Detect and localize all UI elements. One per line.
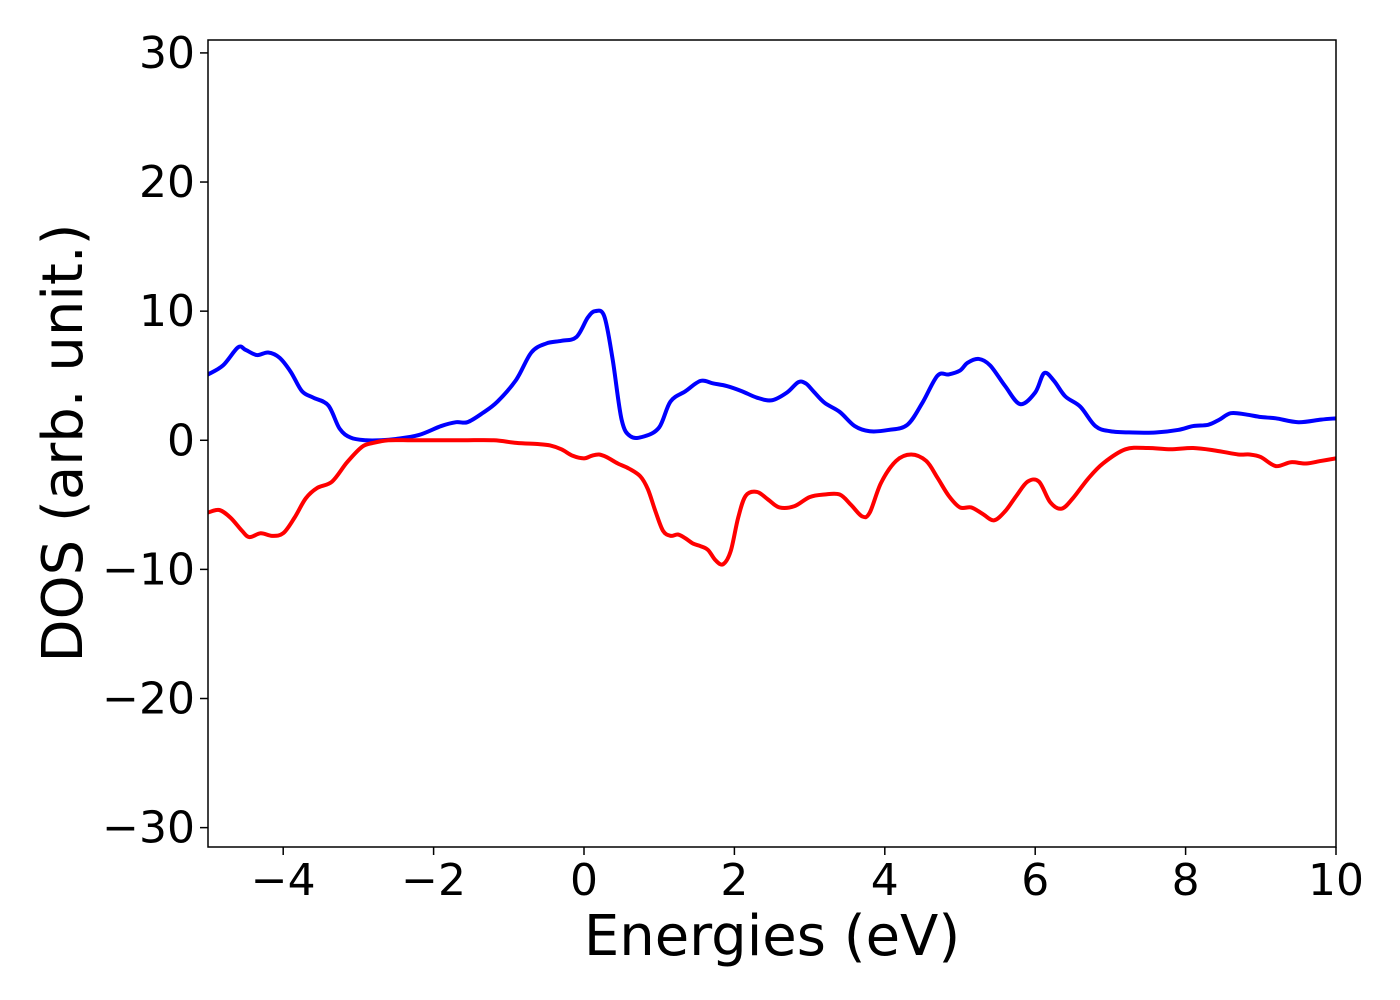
y-tick-label: 10 <box>139 286 195 337</box>
plot-area <box>208 40 1336 847</box>
x-tick-label: −4 <box>251 855 316 906</box>
x-tick-label: 8 <box>1172 855 1200 906</box>
y-axis: 30 20 10 0 −10 −20 −30 <box>102 28 208 854</box>
x-tick-label: 4 <box>871 855 899 906</box>
y-axis-label: DOS (arb. unit.) <box>31 223 96 662</box>
x-tick-label: 10 <box>1308 855 1364 906</box>
plot-frame <box>207 39 1337 848</box>
x-axis-label: Energies (eV) <box>584 904 960 969</box>
y-tick-label: −10 <box>102 544 195 595</box>
y-tick-label: −20 <box>102 674 195 725</box>
y-tick-label: 0 <box>167 415 195 466</box>
dos-series-line-down <box>208 438 1336 567</box>
x-tick-label: 0 <box>570 855 598 906</box>
y-tick-label: 20 <box>139 157 195 208</box>
y-tick-label: 30 <box>139 28 195 79</box>
series-layer <box>208 308 1336 567</box>
x-tick-label: 2 <box>720 855 748 906</box>
x-tick-label: −2 <box>401 855 466 906</box>
x-axis: −4 −2 0 2 4 6 8 10 <box>251 847 1364 906</box>
y-tick-label: −30 <box>102 803 195 854</box>
dos-series-line-up <box>208 308 1336 443</box>
x-tick-label: 6 <box>1021 855 1049 906</box>
